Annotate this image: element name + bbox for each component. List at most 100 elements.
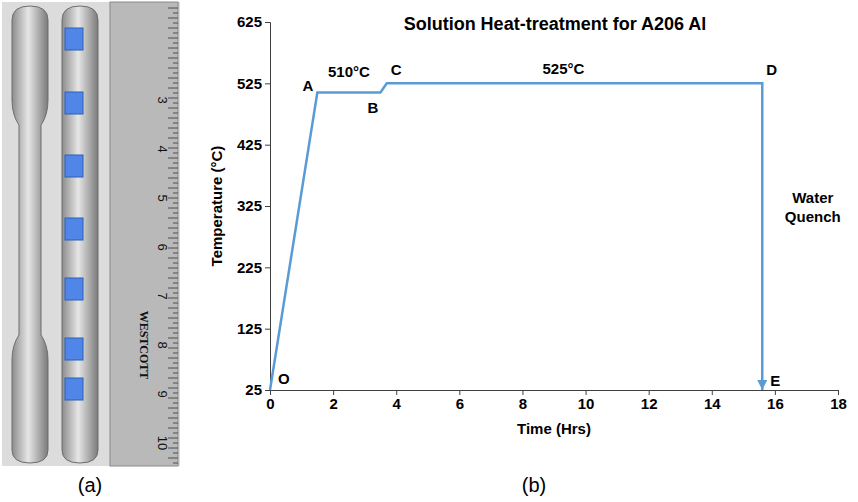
- ruler-tick: [168, 328, 178, 329]
- x-tick-label: 16: [767, 395, 784, 412]
- ruler-tick: [168, 378, 178, 379]
- section-marker: [65, 338, 83, 360]
- ruler-tick: [173, 443, 178, 444]
- y-tick-label: 125: [237, 320, 262, 337]
- ruler-tick: [173, 463, 178, 464]
- ruler-tick: [173, 193, 178, 194]
- ruler-tick: [168, 258, 178, 259]
- x-tick-label: 8: [519, 395, 527, 412]
- ruler-tick: [173, 353, 178, 354]
- ruler-tick: [173, 13, 178, 14]
- ruler-tick: [173, 123, 178, 124]
- ruler-tick: [173, 173, 178, 174]
- point-label: D: [766, 61, 777, 78]
- point-label: E: [770, 372, 780, 389]
- ruler-tick: [168, 208, 178, 209]
- ruler-number: 6: [155, 243, 170, 250]
- y-tick-label: 25: [245, 381, 262, 398]
- y-tick: 125: [237, 320, 270, 337]
- ruler-number: 10: [155, 436, 170, 450]
- photo-background: [2, 2, 180, 466]
- x-tick: 8: [519, 390, 527, 412]
- ruler-tick: [173, 203, 178, 204]
- x-tick: 14: [704, 390, 721, 412]
- ruler-tick: [168, 18, 178, 19]
- ruler-tick: [173, 23, 178, 24]
- ruler-tick: [168, 108, 178, 109]
- ruler-tick: [173, 283, 178, 284]
- ruler-tick: [173, 133, 178, 134]
- y-tick: 325: [237, 197, 270, 214]
- ruler-tick: [173, 373, 178, 374]
- x-tick-label: 14: [704, 395, 721, 412]
- ruler-tick: [173, 63, 178, 64]
- ruler-tick: [168, 78, 178, 79]
- x-axis-line: [271, 391, 839, 396]
- section-marker: [65, 92, 83, 114]
- y-tick: 525: [237, 75, 270, 92]
- specimen-left: [12, 6, 48, 463]
- y-axis-line: [265, 23, 271, 391]
- ruler-tick: [173, 293, 178, 294]
- ruler-tick: [173, 183, 178, 184]
- section-marker: [65, 28, 83, 50]
- ruler-tick: [168, 138, 178, 139]
- ruler-tick: [173, 83, 178, 84]
- y-tick-mark: [265, 206, 270, 207]
- point-label: B: [368, 99, 379, 116]
- ruler-tick: [173, 163, 178, 164]
- ruler-tick: [173, 143, 178, 144]
- ruler-tick: [168, 48, 178, 49]
- ruler-tick: [173, 243, 178, 244]
- ruler-tick: [168, 458, 178, 459]
- y-tick-mark: [265, 329, 270, 330]
- ruler-tick: [173, 43, 178, 44]
- x-tick-label: 10: [578, 395, 595, 412]
- y-tick-label: 625: [237, 13, 262, 30]
- y-tick-label: 425: [237, 136, 262, 153]
- x-tick-label: 18: [830, 395, 847, 412]
- y-tick: 625: [237, 13, 270, 30]
- panel-label: (b): [522, 474, 546, 496]
- ruler-tick: [173, 33, 178, 34]
- ruler-tick: [173, 273, 178, 274]
- ruler-tick: [173, 333, 178, 334]
- ruler-tick: [168, 128, 178, 129]
- y-tick: 425: [237, 136, 270, 153]
- ruler-tick: [168, 428, 178, 429]
- chart-panel: 02468101214161825125225325425525625Solut…: [208, 13, 847, 437]
- ruler-tick: [168, 238, 178, 239]
- ruler-tick: [168, 218, 178, 219]
- ruler-tick: [168, 168, 178, 169]
- ruler-tick: [173, 233, 178, 234]
- ruler-tick: [168, 38, 178, 39]
- y-tick-label: 225: [237, 259, 262, 276]
- ruler-tick: [173, 93, 178, 94]
- y-tick-label: 525: [237, 75, 262, 92]
- ruler-tick: [168, 338, 178, 339]
- ruler-number: 4: [155, 145, 170, 152]
- ruler-number: 3: [155, 96, 170, 103]
- ruler-tick: [168, 388, 178, 389]
- ruler-number: 5: [155, 194, 170, 201]
- x-tick: 10: [578, 390, 595, 412]
- section-marker: [65, 155, 83, 177]
- y-tick-mark: [265, 267, 270, 268]
- ruler-number: 8: [155, 341, 170, 348]
- ruler-tick: [173, 113, 178, 114]
- chart-title: Solution Heat-treatment for A206 Al: [404, 14, 707, 34]
- ruler-tick: [173, 433, 178, 434]
- y-tick-label: 325: [237, 197, 262, 214]
- ruler-tick: [173, 383, 178, 384]
- y-tick-mark: [265, 22, 270, 23]
- ruler-tick: [173, 413, 178, 414]
- ruler-tick: [173, 253, 178, 254]
- ruler-tick: [168, 118, 178, 119]
- annotation: 510°C: [328, 63, 370, 80]
- ruler-tick: [173, 53, 178, 54]
- ruler-tick: [173, 313, 178, 314]
- ruler-tick: [173, 303, 178, 304]
- ruler-number: 9: [155, 390, 170, 397]
- point-label: C: [391, 61, 402, 78]
- point-label: O: [278, 370, 290, 387]
